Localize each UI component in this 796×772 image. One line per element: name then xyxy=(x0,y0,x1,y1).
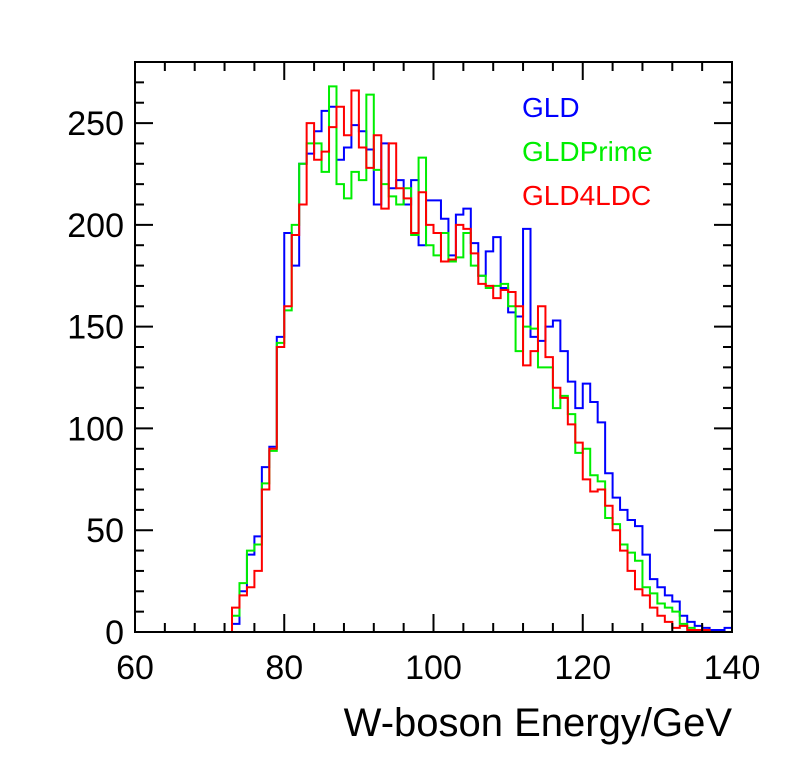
legend-entry-gld: GLD xyxy=(522,92,580,123)
legend-entry-gld4ldc: GLD4LDC xyxy=(522,180,651,211)
x-tick-label: 80 xyxy=(265,649,303,687)
plot-frame xyxy=(134,61,733,633)
x-tick-label: 60 xyxy=(116,649,154,687)
y-tick-label: 50 xyxy=(86,512,124,550)
x-tick-label: 100 xyxy=(405,649,462,687)
y-tick-label: 0 xyxy=(105,614,124,652)
x-axis-title: W-boson Energy/GeV xyxy=(344,701,733,745)
series-layer xyxy=(135,85,733,633)
ticks-layer xyxy=(134,61,733,633)
y-tick-label: 250 xyxy=(67,105,124,143)
tick-labels: 60 80 100 120 140 0 50 100 150 200 250 xyxy=(67,105,760,687)
series-line-gld4ldc xyxy=(135,89,732,633)
x-tick-label: 120 xyxy=(554,649,611,687)
y-tick-label: 100 xyxy=(67,410,124,448)
y-tick-label: 200 xyxy=(67,207,124,245)
legend-entry-gldprime: GLDPrime xyxy=(522,136,653,167)
y-tick-label: 150 xyxy=(67,309,124,347)
x-tick-label: 140 xyxy=(704,649,761,687)
legend: GLD GLDPrime GLD4LDC xyxy=(522,92,653,211)
